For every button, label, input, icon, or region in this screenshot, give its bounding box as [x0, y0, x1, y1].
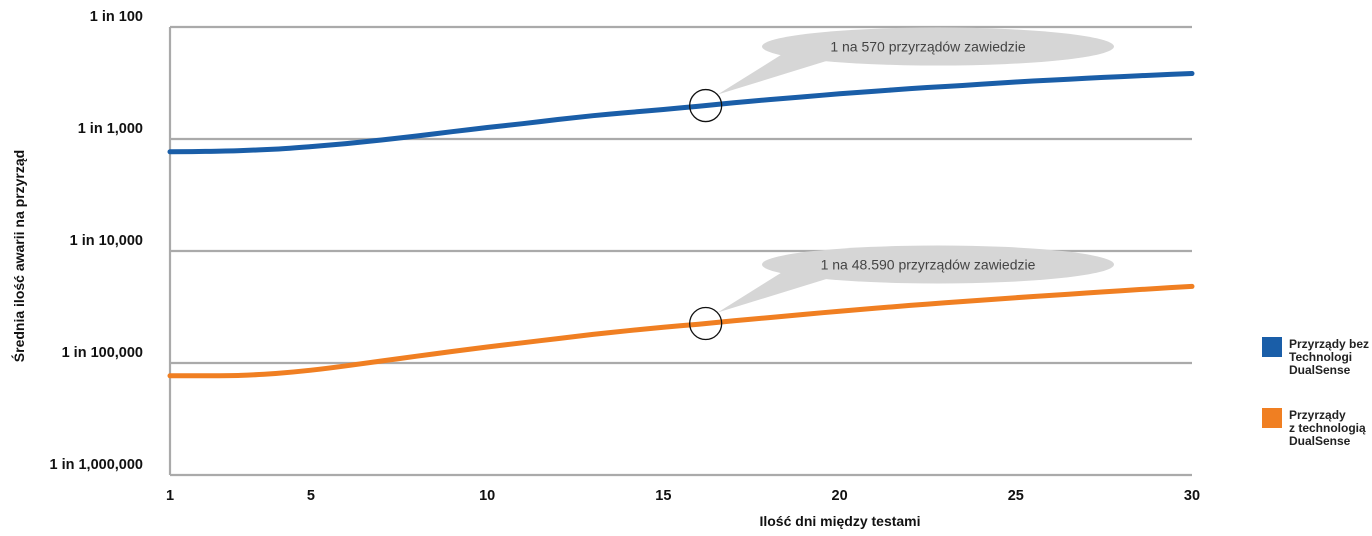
x-tick-label: 30	[1184, 488, 1200, 504]
callouts: 1 na 570 przyrządów zawiedzie 1 na 48.590…	[689, 27, 1114, 341]
series-line-1	[167, 71, 1195, 155]
x-tick-label: 20	[832, 488, 848, 504]
highlight-marker	[689, 88, 723, 123]
callout-bubble	[762, 245, 1114, 284]
series-lines	[167, 71, 1195, 379]
callout-1: 1 na 570 przyrządów zawiedzie	[689, 27, 1114, 123]
legend-label: Technologi	[1289, 350, 1352, 364]
legend-swatch	[1262, 337, 1282, 357]
callout-bubble	[762, 27, 1114, 66]
callout-tail	[717, 268, 828, 313]
x-tick-label: 5	[307, 488, 315, 504]
series-line-2	[167, 283, 1195, 379]
y-tick-label: 1 in 1,000	[78, 121, 143, 137]
y-tick-label: 1 in 100,000	[62, 345, 143, 361]
callout-text: 1 na 48.590 przyrządów zawiedzie	[821, 256, 1036, 272]
callout-2: 1 na 48.590 przyrządów zawiedzie	[689, 245, 1114, 341]
x-tick-label: 15	[655, 488, 671, 504]
y-tick-label: 1 in 1,000,000	[49, 457, 143, 473]
x-tick-label: 1	[166, 488, 174, 504]
y-axis-title: Średnia ilość awarii na przyrząd	[10, 150, 27, 362]
legend-swatch	[1262, 408, 1282, 428]
highlight-marker	[689, 306, 723, 341]
legend-label: Przyrządy bez	[1289, 337, 1369, 351]
legend: Przyrządy bezTechnologiDualSensePrzyrząd…	[1262, 337, 1369, 448]
y-tick-labels: 1 in 100 1 in 1,000 1 in 10,000 1 in 100,00…	[49, 9, 143, 473]
x-tick-label: 10	[479, 488, 495, 504]
legend-label: DualSense	[1289, 363, 1351, 377]
legend-label: Przyrządy	[1289, 408, 1346, 422]
x-tick-labels: 1 5 10 15 20 25 30	[166, 488, 1200, 504]
y-tick-label: 1 in 10,000	[70, 233, 143, 249]
gridlines	[168, 25, 1192, 477]
callout-text: 1 na 570 przyrządów zawiedzie	[830, 39, 1026, 55]
x-axis-title: Ilość dni między testami	[759, 513, 920, 529]
legend-label: z technologią	[1289, 421, 1366, 435]
legend-label: DualSense	[1289, 434, 1351, 448]
x-tick-label: 25	[1008, 488, 1024, 504]
callout-tail	[717, 50, 828, 95]
y-tick-label: 1 in 100	[90, 9, 143, 25]
